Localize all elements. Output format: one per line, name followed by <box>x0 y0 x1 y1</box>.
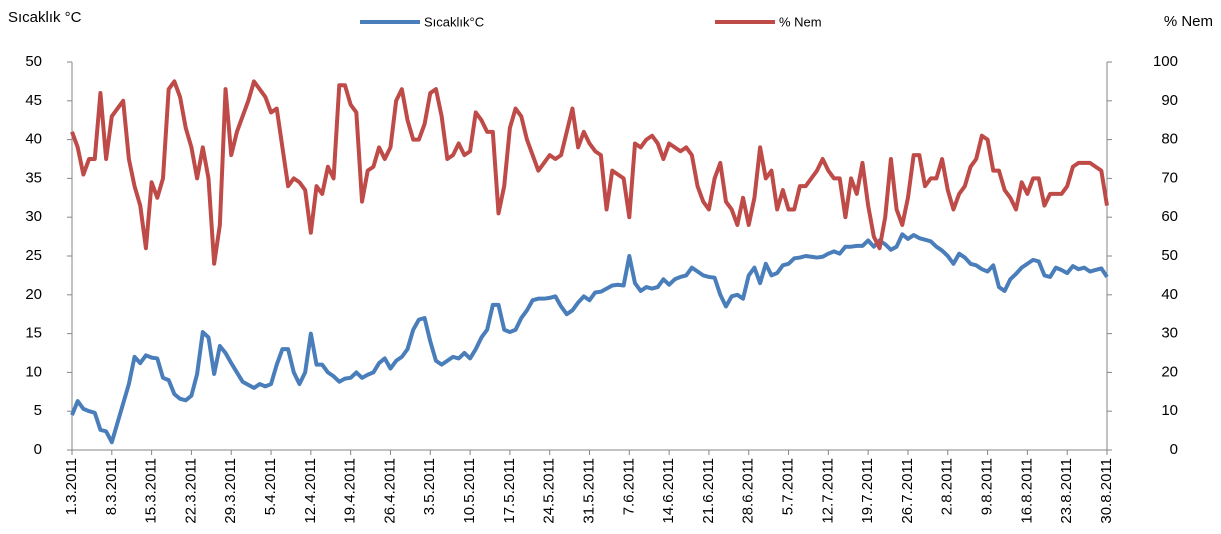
y2-tick-label: 40 <box>1161 286 1178 303</box>
x-tick-label: 21.6.2011 <box>700 458 717 524</box>
y-tick-label: 5 <box>34 402 42 419</box>
x-tick-label: 3.5.2011 <box>421 458 438 515</box>
x-tick-label: 26.4.2011 <box>381 458 398 524</box>
y2-axis-title: % Nem <box>1164 13 1213 30</box>
x-tick-label: 1.3.2011 <box>63 458 80 515</box>
x-tick-label: 19.4.2011 <box>342 458 359 524</box>
x-tick-label: 5.7.2011 <box>780 458 797 515</box>
x-tick-label: 16.8.2011 <box>1018 458 1035 524</box>
y-tick-label: 35 <box>25 169 42 186</box>
x-tick-label: 30.8.2011 <box>1098 458 1115 524</box>
x-tick-label: 12.4.2011 <box>302 458 319 524</box>
y-tick-label: 50 <box>25 53 42 70</box>
x-tick-label: 2.8.2011 <box>939 458 956 515</box>
y-tick-label: 10 <box>25 363 42 380</box>
x-tick-label: 29.3.2011 <box>222 458 239 524</box>
legend-label: % Nem <box>779 14 822 29</box>
x-tick-label: 15.3.2011 <box>143 458 160 524</box>
y2-tick-label: 30 <box>1161 325 1178 342</box>
y2-tick-label: 20 <box>1161 363 1178 380</box>
x-tick-label: 12.7.2011 <box>819 458 836 524</box>
x-tick-label: 8.3.2011 <box>103 458 120 515</box>
line-series <box>70 232 1109 445</box>
legend-label: Sıcaklık°C <box>424 14 484 29</box>
y-tick-label: 40 <box>25 131 42 148</box>
x-tick-label: 31.5.2011 <box>580 458 597 524</box>
y2-tick-label: 80 <box>1161 131 1178 148</box>
y2-tick-label: 70 <box>1161 169 1178 186</box>
x-tick-label: 17.5.2011 <box>501 458 518 524</box>
y2-tick-label: 0 <box>1170 441 1178 458</box>
y-tick-label: 0 <box>34 441 42 458</box>
x-tick-label: 19.7.2011 <box>859 458 876 524</box>
x-tick-label: 10.5.2011 <box>461 458 478 524</box>
y-axis-title: Sıcaklık °C <box>8 9 82 26</box>
y-tick-label: 30 <box>25 208 42 225</box>
x-tick-label: 7.6.2011 <box>620 458 637 515</box>
y-tick-label: 20 <box>25 286 42 303</box>
y2-tick-label: 60 <box>1161 208 1178 225</box>
y-tick-label: 45 <box>25 92 42 109</box>
x-tick-label: 24.5.2011 <box>541 458 558 524</box>
y2-tick-label: 90 <box>1161 92 1178 109</box>
x-tick-label: 9.8.2011 <box>979 458 996 515</box>
x-tick-label: 23.8.2011 <box>1058 458 1075 524</box>
x-tick-label: 5.4.2011 <box>262 458 279 515</box>
y2-tick-label: 10 <box>1161 402 1178 419</box>
x-tick-label: 14.6.2011 <box>660 458 677 524</box>
line-series <box>70 79 1109 266</box>
y-tick-label: 15 <box>25 325 42 342</box>
y2-tick-label: 100 <box>1153 53 1178 70</box>
y2-tick-label: 50 <box>1161 247 1178 264</box>
y-tick-label: 25 <box>25 247 42 264</box>
x-tick-label: 28.6.2011 <box>740 458 757 524</box>
x-tick-label: 22.3.2011 <box>182 458 199 524</box>
x-tick-label: 26.7.2011 <box>899 458 916 524</box>
